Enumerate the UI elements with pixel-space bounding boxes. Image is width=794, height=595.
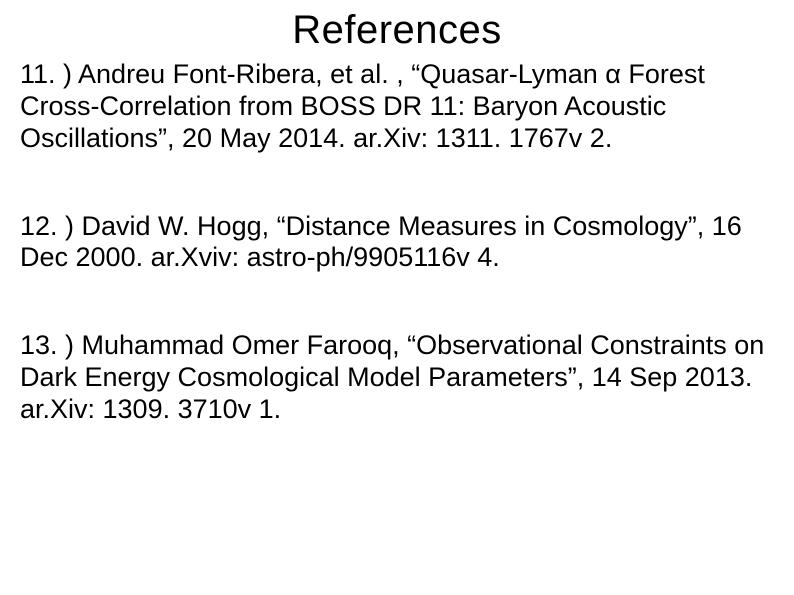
reference-item: 11. ) Andreu Font-Ribera, et al. , “Quas… — [20, 59, 774, 155]
reference-item: 12. ) David W. Hogg, “Distance Measures … — [20, 211, 774, 275]
reference-item: 13. ) Muhammad Omer Farooq, “Observation… — [20, 330, 774, 426]
slide-title: References — [20, 8, 774, 53]
slide-container: References 11. ) Andreu Font-Ribera, et … — [0, 0, 794, 595]
